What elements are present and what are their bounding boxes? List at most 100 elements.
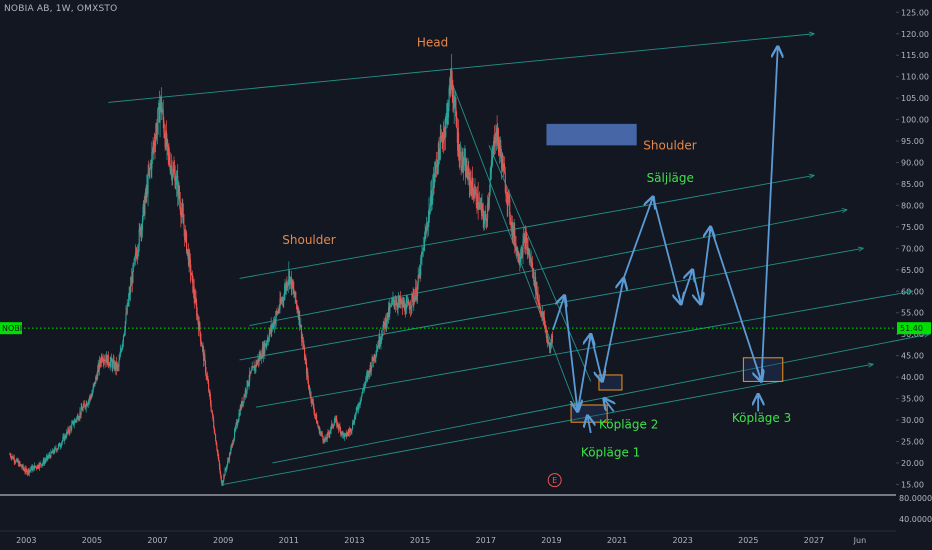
candle[interactable] [59,445,61,447]
candle[interactable] [407,301,409,303]
candle[interactable] [430,190,433,206]
candle[interactable] [20,464,22,466]
candle[interactable] [91,391,94,395]
candle[interactable] [490,171,492,180]
candle[interactable] [56,449,58,451]
candle[interactable] [452,87,454,101]
candle[interactable] [287,280,289,285]
candle[interactable] [281,298,284,302]
candle[interactable] [223,475,225,481]
candle[interactable] [136,254,138,258]
candle[interactable] [406,302,409,303]
candle[interactable] [278,310,280,312]
candle[interactable] [64,435,66,438]
candle[interactable] [411,293,414,295]
candle[interactable] [98,364,100,370]
candle[interactable] [506,195,508,197]
candle[interactable] [508,194,510,199]
candle[interactable] [127,298,130,306]
candle[interactable] [319,432,321,435]
candle[interactable] [105,359,107,363]
candle[interactable] [251,367,253,371]
candle[interactable] [260,353,262,359]
candle[interactable] [370,365,372,371]
candle[interactable] [264,343,266,353]
candle[interactable] [535,282,537,293]
candle[interactable] [345,433,347,437]
candle[interactable] [78,418,80,420]
candle[interactable] [67,428,70,433]
candle[interactable] [524,234,527,249]
candle[interactable] [512,225,515,238]
candle[interactable] [108,363,110,366]
candle[interactable] [88,398,90,400]
candle[interactable] [321,433,323,435]
candle[interactable] [22,465,24,469]
candle[interactable] [14,461,16,463]
candle[interactable] [374,354,376,359]
candle[interactable] [413,297,415,303]
candle[interactable] [332,426,334,428]
candle[interactable] [152,148,154,150]
candle[interactable] [425,226,427,232]
candle[interactable] [66,432,68,433]
candle[interactable] [269,328,272,332]
candle[interactable] [11,456,13,457]
candle[interactable] [334,420,336,422]
candle[interactable] [420,258,422,276]
candle[interactable] [388,307,390,315]
candle[interactable] [393,300,395,305]
candle[interactable] [454,98,456,104]
candle[interactable] [416,296,418,300]
candle[interactable] [219,466,221,473]
candle[interactable] [240,407,242,409]
candle[interactable] [294,291,296,298]
candle[interactable] [96,376,98,380]
earnings-event-icon[interactable] [547,473,562,488]
candle[interactable] [30,466,32,470]
candle[interactable] [52,449,54,453]
candle[interactable] [525,234,527,239]
candle[interactable] [101,356,103,361]
candle[interactable] [439,135,441,160]
candle[interactable] [261,347,263,359]
candle[interactable] [516,247,518,253]
candle[interactable] [430,190,432,204]
candle[interactable] [362,389,364,394]
candle[interactable] [201,346,203,348]
candle[interactable] [131,277,133,286]
candle[interactable] [243,395,245,403]
candle[interactable] [364,382,366,385]
candle[interactable] [457,132,459,143]
candle[interactable] [170,167,172,172]
candle[interactable] [321,433,323,437]
candle[interactable] [385,318,387,327]
candle[interactable] [540,312,542,317]
candle[interactable] [547,343,549,345]
candle[interactable] [204,355,206,362]
candle[interactable] [422,251,424,253]
candle[interactable] [300,325,302,339]
candle[interactable] [167,145,169,153]
candle[interactable] [497,128,499,144]
candle[interactable] [151,148,154,153]
candle[interactable] [480,203,482,213]
candle[interactable] [211,412,213,415]
candle[interactable] [249,371,251,374]
candle[interactable] [476,193,479,209]
candle[interactable] [441,135,443,141]
buy-arrow[interactable] [587,416,590,434]
candle[interactable] [352,422,354,425]
candle[interactable] [81,407,83,410]
candle[interactable] [348,430,350,433]
candle[interactable] [100,356,102,364]
candle[interactable] [239,413,241,416]
candle[interactable] [412,294,414,303]
candle[interactable] [89,395,91,399]
candle[interactable] [232,441,234,445]
candle[interactable] [60,445,62,447]
candle[interactable] [381,335,383,338]
candle[interactable] [483,217,485,224]
candle[interactable] [157,107,159,123]
candle[interactable] [230,448,232,455]
